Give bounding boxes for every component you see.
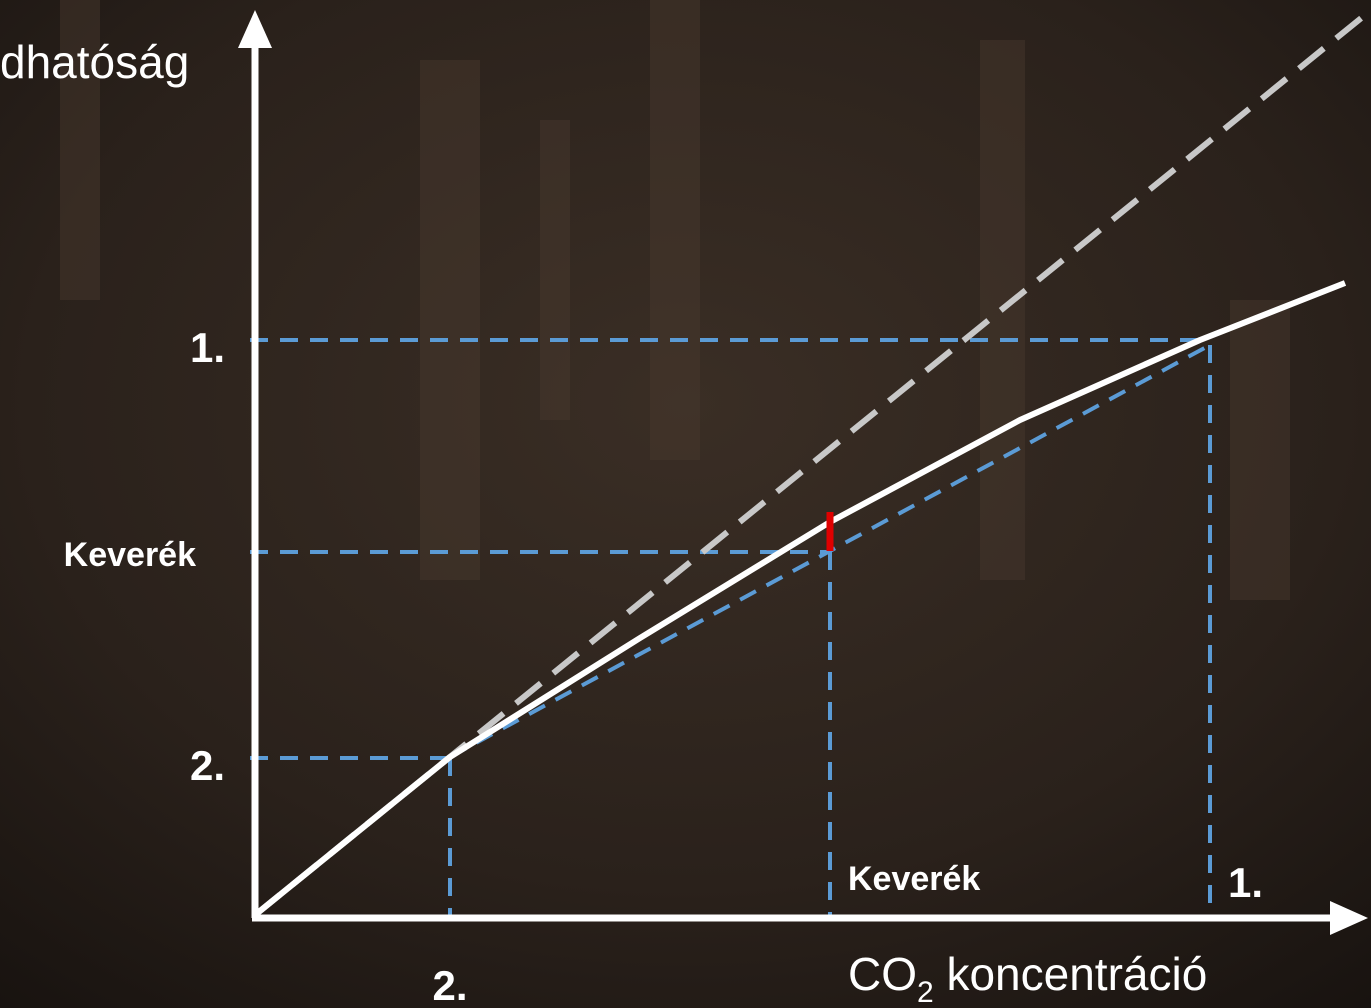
page: dhatóság 1. Keverék 2. 2. Keverék 1. CO2… [0, 0, 1371, 1008]
x-tick-label: 1. [1228, 859, 1263, 906]
x-axis-label: CO2 koncentráció [848, 948, 1207, 1008]
diagram: dhatóság 1. Keverék 2. 2. Keverék 1. CO2… [0, 0, 1371, 1008]
x-axis-label-main: CO [848, 948, 917, 1000]
x-tick-label: Keverék [848, 860, 980, 898]
y-tick-label: 1. [190, 324, 225, 371]
y-tick-label: 2. [190, 742, 225, 789]
x-tick-label: 2. [432, 962, 467, 1008]
x-axis-label-rest: koncentráció [934, 948, 1208, 1000]
y-axis-label: dhatóság [0, 36, 189, 88]
y-tick-label: Keverék [64, 536, 196, 574]
x-axis-label-subscript: 2 [917, 976, 934, 1008]
